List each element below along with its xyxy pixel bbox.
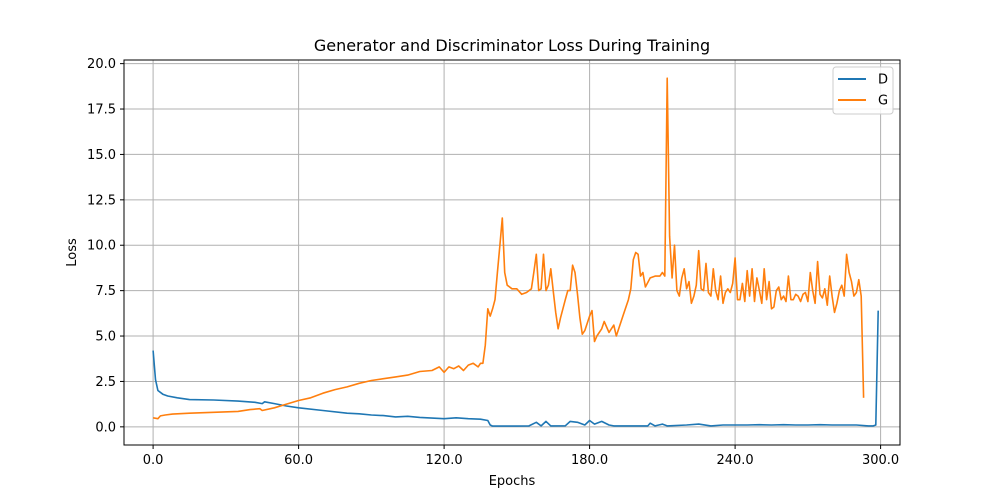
axis-ticks: 0.0 60.0 120.0 180.0 240.0 300.0 0.0 2.5 5.0 7.5 1… — [87, 57, 899, 468]
y-tick-label: 10.0 — [87, 239, 116, 254]
y-tick-label: 20.0 — [87, 57, 116, 72]
y-tick-label: 15.0 — [87, 148, 116, 163]
y-tick-label: 12.5 — [87, 193, 116, 208]
legend-label-d: D — [878, 73, 888, 88]
legend: DG — [832, 66, 894, 115]
y-tick-label: 2.5 — [95, 375, 116, 390]
series-layer — [152, 77, 879, 427]
x-tick-label: 120.0 — [425, 453, 462, 468]
x-tick-label: 300.0 — [862, 453, 899, 468]
y-tick-label: 0.0 — [95, 420, 116, 435]
x-tick-label: 60.0 — [284, 453, 313, 468]
plot-frame — [123, 59, 901, 446]
y-tick-label: 5.0 — [95, 330, 116, 345]
y-tick-label: 7.5 — [95, 284, 116, 299]
y-tick-label: 17.5 — [87, 103, 116, 118]
series-line-g — [152, 77, 865, 420]
x-tick-label: 240.0 — [716, 453, 753, 468]
y-axis-title: Loss — [65, 238, 80, 267]
x-tick-label: 180.0 — [571, 453, 608, 468]
chart-title: Generator and Discriminator Loss During … — [314, 36, 710, 55]
series-line-d — [152, 310, 879, 427]
x-axis-title: Epochs — [489, 474, 536, 489]
legend-label-g: G — [878, 94, 888, 109]
x-tick-label: 0.0 — [143, 453, 164, 468]
